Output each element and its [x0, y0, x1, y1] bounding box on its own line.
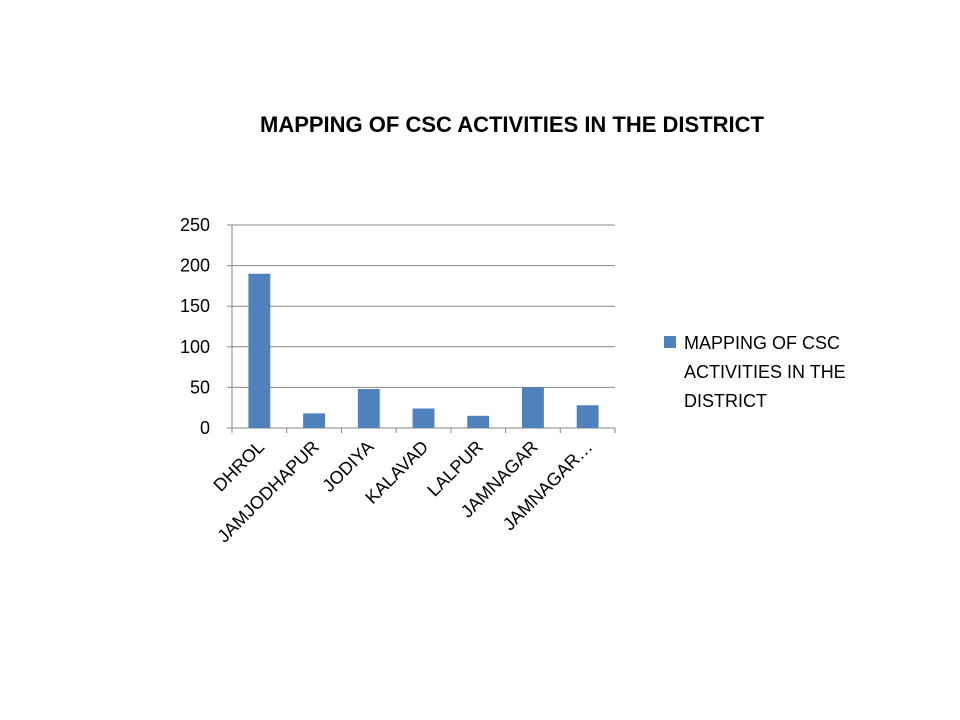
x-axis-ticks: DHROLJAMJODHAPURJODIYAKALAVADLALPURJAMNA… — [209, 437, 596, 547]
y-axis-ticks: 0 50 100 150 200 250 — [180, 215, 210, 438]
bar-lalpur — [467, 415, 490, 428]
y-tick-label: 200 — [180, 256, 210, 276]
y-tick-label: 100 — [180, 337, 210, 357]
bar-dhrol — [248, 273, 271, 428]
bar-jamnagar — [521, 387, 544, 428]
legend-label: ACTIVITIES IN THE — [684, 362, 846, 382]
x-tick-label: JAMJODHAPUR — [213, 437, 323, 547]
y-tick-label: 150 — [180, 296, 210, 316]
bar-jodiya — [357, 389, 380, 428]
bar-jamnagar — [576, 405, 599, 428]
gridlines — [232, 224, 615, 388]
bar-jamjodhapur — [303, 413, 326, 428]
axes — [227, 224, 616, 433]
bars — [248, 273, 599, 428]
chart-title: MAPPING OF CSC ACTIVITIES IN THE DISTRIC… — [260, 112, 765, 137]
y-tick-label: 50 — [190, 377, 210, 397]
legend-label: MAPPING OF CSC — [684, 333, 840, 353]
legend: MAPPING OF CSC ACTIVITIES IN THE DISTRICT — [664, 333, 846, 411]
legend-label: DISTRICT — [684, 391, 767, 411]
bar-kalavad — [412, 408, 435, 428]
y-tick-label: 0 — [200, 418, 210, 438]
legend-swatch — [664, 336, 676, 348]
y-tick-label: 250 — [180, 215, 210, 235]
